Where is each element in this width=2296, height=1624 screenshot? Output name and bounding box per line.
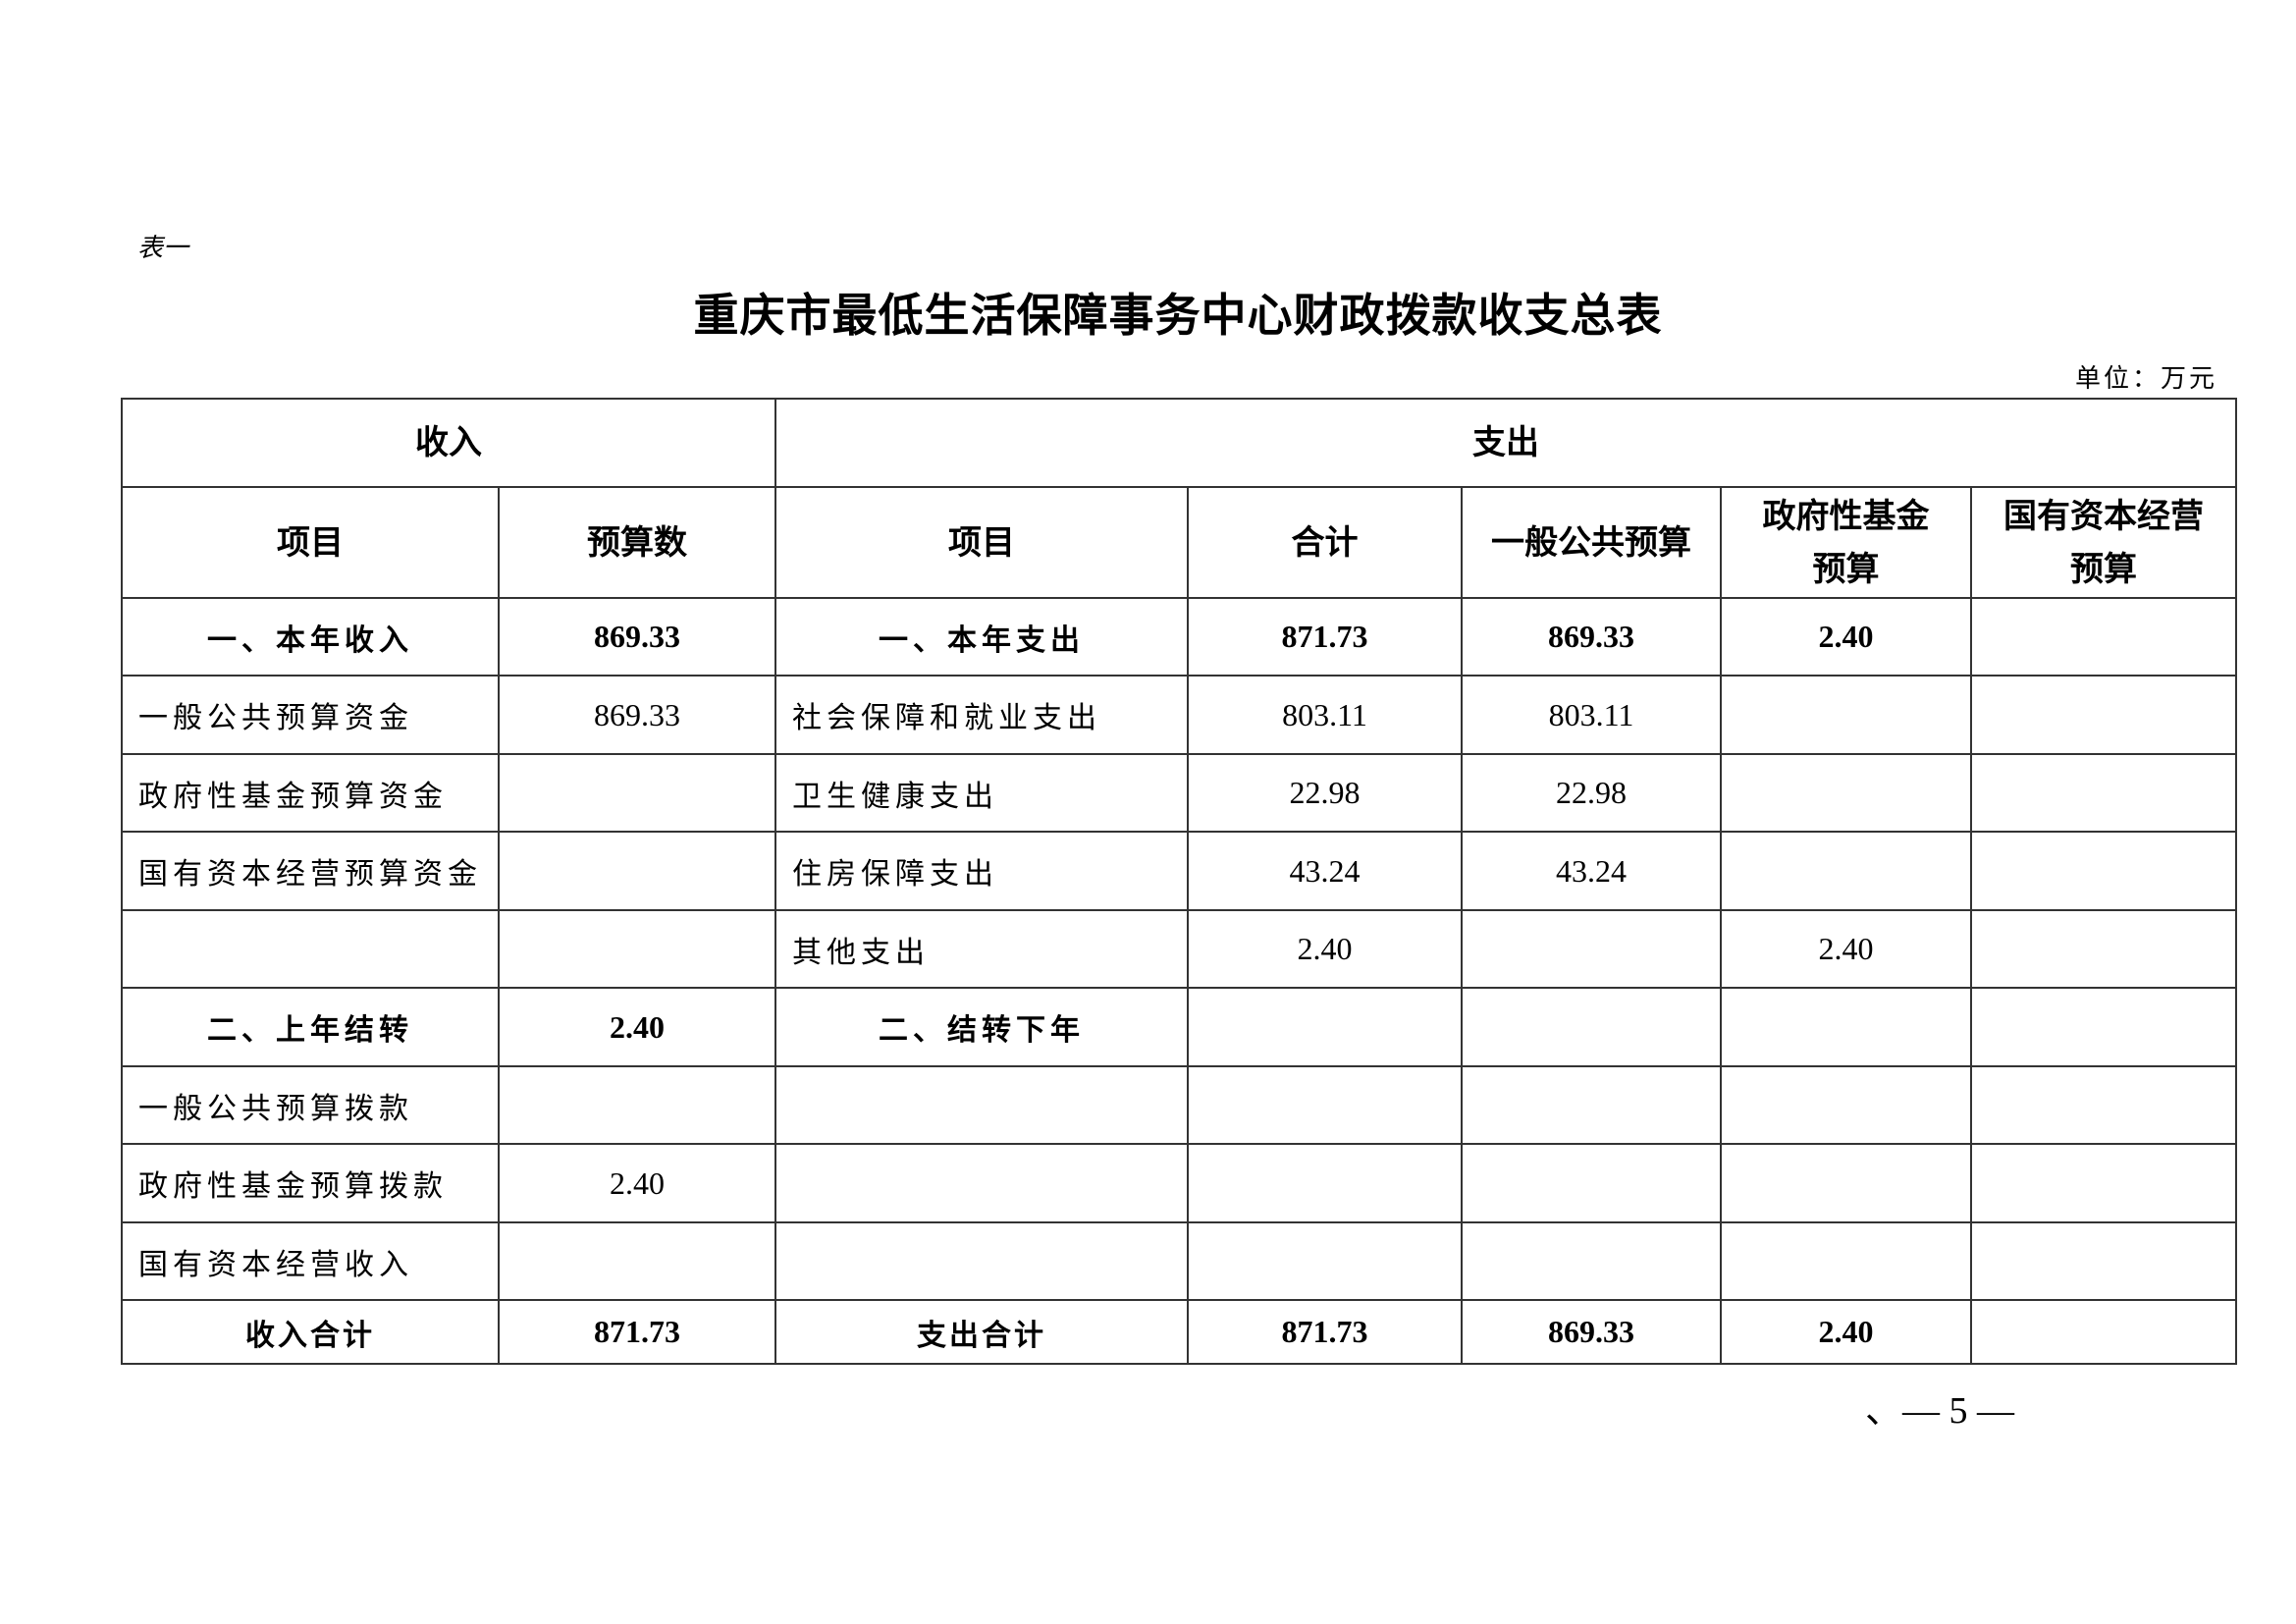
cell-expense-gov-fund: 2.40 bbox=[1720, 1299, 1972, 1365]
cell-income-item: 一、本年收入 bbox=[121, 597, 500, 677]
table-row: 政府性基金预算资金 卫生健康支出 22.98 22.98 bbox=[121, 753, 2237, 833]
cell-expense-total: 43.24 bbox=[1187, 831, 1463, 911]
cell-income-budget: 871.73 bbox=[498, 1299, 776, 1365]
cell-expense-state-capital bbox=[1970, 987, 2237, 1067]
cell-expense-item: 其他支出 bbox=[774, 909, 1189, 989]
page-number: 、— 5 — bbox=[1865, 1390, 2015, 1432]
cell-expense-gov-fund bbox=[1720, 1065, 1972, 1145]
header-line: 预算 bbox=[1812, 549, 1880, 589]
cell-expense-total: 871.73 bbox=[1187, 597, 1463, 677]
table-row: 收入合计 871.73 支出合计 871.73 869.33 2.40 bbox=[121, 1299, 2237, 1365]
cell-expense-total: 803.11 bbox=[1187, 675, 1463, 755]
cell-expense-state-capital bbox=[1970, 753, 2237, 833]
header-line: 预算 bbox=[2070, 549, 2137, 589]
unit-label: 单位：万元 bbox=[2074, 364, 2217, 394]
cell-expense-general-public bbox=[1461, 1221, 1722, 1301]
cell-expense-gov-fund bbox=[1720, 1143, 1972, 1223]
table-row: 一、本年收入 869.33 一、本年支出 871.73 869.33 2.40 bbox=[121, 597, 2237, 677]
cell-expense-gov-fund bbox=[1720, 675, 1972, 755]
cell-expense-item: 二、结转下年 bbox=[774, 987, 1189, 1067]
cell-income-item: 国有资本经营预算资金 bbox=[121, 831, 500, 911]
cell-expense-item: 社会保障和就业支出 bbox=[774, 675, 1189, 755]
cell-expense-state-capital bbox=[1970, 675, 2237, 755]
col-header-state-capital: 国有资本经营 预算 bbox=[1970, 486, 2237, 599]
cell-expense-item: 一、本年支出 bbox=[774, 597, 1189, 677]
cell-expense-general-public: 869.33 bbox=[1461, 1299, 1722, 1365]
cell-income-item: 收入合计 bbox=[121, 1299, 500, 1365]
income-group-header: 收入 bbox=[121, 398, 776, 488]
cell-expense-state-capital bbox=[1970, 909, 2237, 989]
cell-expense-item: 支出合计 bbox=[774, 1299, 1189, 1365]
cell-expense-gov-fund bbox=[1720, 987, 1972, 1067]
cell-expense-total: 871.73 bbox=[1187, 1299, 1463, 1365]
cell-expense-total bbox=[1187, 987, 1463, 1067]
cell-expense-gov-fund bbox=[1720, 831, 1972, 911]
cell-expense-gov-fund bbox=[1720, 1221, 1972, 1301]
cell-expense-state-capital bbox=[1970, 1299, 2237, 1365]
table-row: 一般公共预算资金 869.33 社会保障和就业支出 803.11 803.11 bbox=[121, 675, 2237, 755]
table-row: 二、上年结转 2.40 二、结转下年 bbox=[121, 987, 2237, 1067]
cell-income-budget: 869.33 bbox=[498, 675, 776, 755]
cell-expense-item: 住房保障支出 bbox=[774, 831, 1189, 911]
cell-income-item: 一般公共预算资金 bbox=[121, 675, 500, 755]
cell-income-budget bbox=[498, 1065, 776, 1145]
cell-expense-general-public: 22.98 bbox=[1461, 753, 1722, 833]
cell-income-budget bbox=[498, 909, 776, 989]
cell-expense-state-capital bbox=[1970, 1065, 2237, 1145]
cell-income-item: 一般公共预算拨款 bbox=[121, 1065, 500, 1145]
cell-expense-total bbox=[1187, 1065, 1463, 1145]
cell-expense-item bbox=[774, 1143, 1189, 1223]
cell-expense-general-public bbox=[1461, 1065, 1722, 1145]
cell-expense-general-public: 869.33 bbox=[1461, 597, 1722, 677]
cell-income-item bbox=[121, 909, 500, 989]
table-row: 国有资本经营收入 bbox=[121, 1221, 2237, 1301]
cell-income-budget bbox=[498, 831, 776, 911]
col-header-budget-amount: 预算数 bbox=[498, 486, 776, 599]
expense-group-header: 支出 bbox=[774, 398, 2237, 488]
col-header-total: 合计 bbox=[1187, 486, 1463, 599]
cell-expense-item bbox=[774, 1221, 1189, 1301]
budget-table: 收入 支出 项目 预算数 项目 合计 一般公共预算 政府性基金预算 国有资本经营… bbox=[121, 398, 2237, 1365]
cell-expense-total bbox=[1187, 1221, 1463, 1301]
page-title: 重庆市最低生活保障事务中心财政拨款收支总表 bbox=[693, 289, 1663, 342]
cell-expense-state-capital bbox=[1970, 1143, 2237, 1223]
cell-expense-general-public bbox=[1461, 987, 1722, 1067]
cell-expense-item: 卫生健康支出 bbox=[774, 753, 1189, 833]
cell-income-budget: 869.33 bbox=[498, 597, 776, 677]
table-label: 表一 bbox=[137, 234, 189, 263]
header-line: 政府性基金 bbox=[1762, 496, 1930, 536]
cell-income-budget bbox=[498, 753, 776, 833]
col-header-general-public: 一般公共预算 bbox=[1461, 486, 1722, 599]
cell-expense-total: 22.98 bbox=[1187, 753, 1463, 833]
cell-income-item: 政府性基金预算资金 bbox=[121, 753, 500, 833]
cell-income-budget: 2.40 bbox=[498, 1143, 776, 1223]
cell-expense-state-capital bbox=[1970, 831, 2237, 911]
table-row: 政府性基金预算拨款 2.40 bbox=[121, 1143, 2237, 1223]
cell-income-item: 国有资本经营收入 bbox=[121, 1221, 500, 1301]
cell-expense-gov-fund: 2.40 bbox=[1720, 597, 1972, 677]
cell-expense-general-public: 803.11 bbox=[1461, 675, 1722, 755]
cell-expense-general-public bbox=[1461, 1143, 1722, 1223]
cell-expense-gov-fund: 2.40 bbox=[1720, 909, 1972, 989]
cell-income-budget: 2.40 bbox=[498, 987, 776, 1067]
table-row: 其他支出 2.40 2.40 bbox=[121, 909, 2237, 989]
cell-expense-general-public bbox=[1461, 909, 1722, 989]
cell-income-budget bbox=[498, 1221, 776, 1301]
header-line: 国有资本经营 bbox=[2003, 496, 2204, 536]
cell-expense-state-capital bbox=[1970, 1221, 2237, 1301]
table-row: 国有资本经营预算资金 住房保障支出 43.24 43.24 bbox=[121, 831, 2237, 911]
col-header-gov-fund: 政府性基金 预算 bbox=[1720, 486, 1972, 599]
col-header-expense-item: 项目 bbox=[774, 486, 1189, 599]
cell-expense-gov-fund bbox=[1720, 753, 1972, 833]
cell-income-item: 二、上年结转 bbox=[121, 987, 500, 1067]
cell-income-item: 政府性基金预算拨款 bbox=[121, 1143, 500, 1223]
cell-expense-state-capital bbox=[1970, 597, 2237, 677]
table-row: 一般公共预算拨款 bbox=[121, 1065, 2237, 1145]
cell-expense-total: 2.40 bbox=[1187, 909, 1463, 989]
col-header-income-item: 项目 bbox=[121, 486, 500, 599]
cell-expense-item bbox=[774, 1065, 1189, 1145]
cell-expense-general-public: 43.24 bbox=[1461, 831, 1722, 911]
cell-expense-total bbox=[1187, 1143, 1463, 1223]
